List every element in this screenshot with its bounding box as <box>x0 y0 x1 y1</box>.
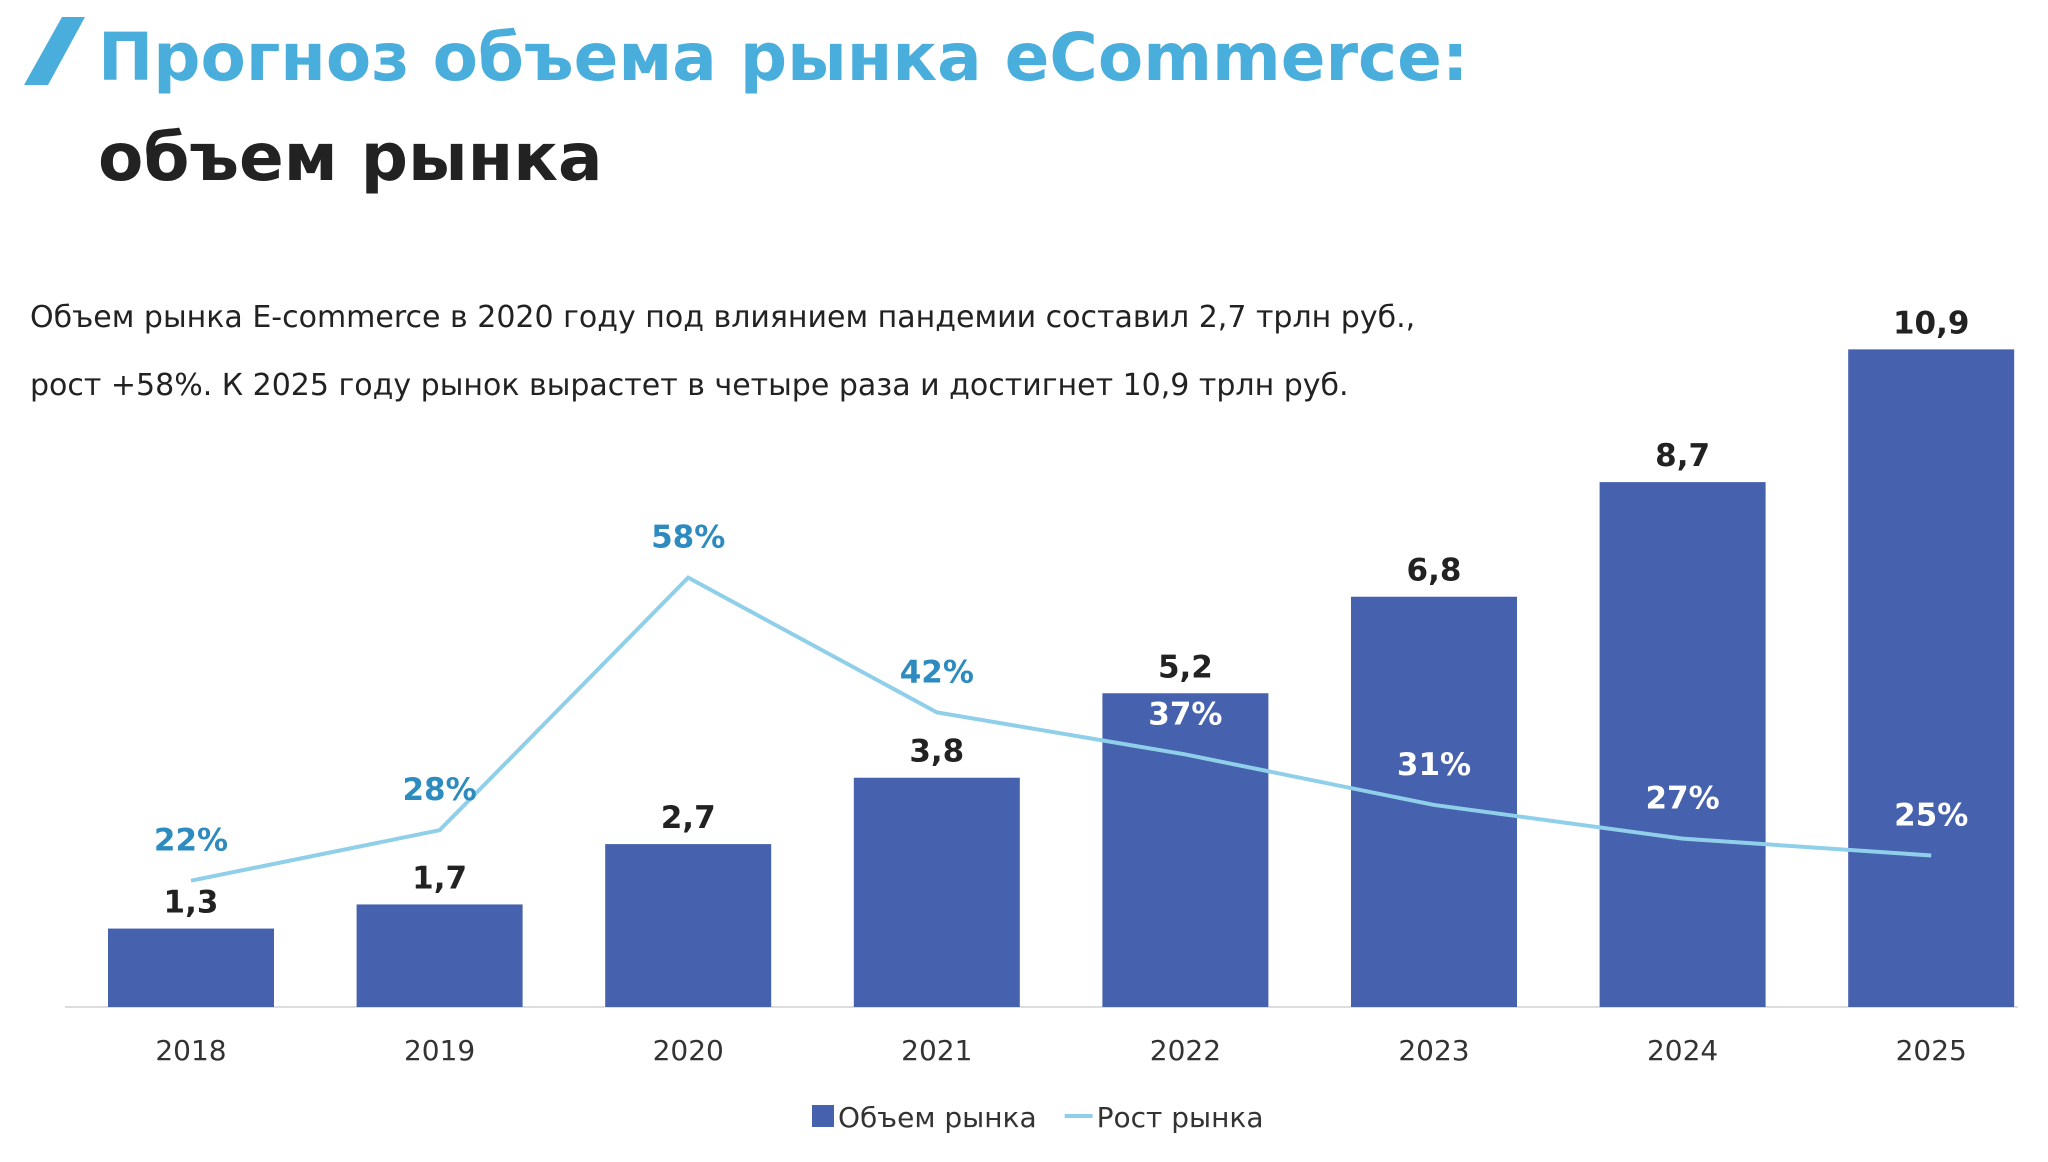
line-value-label: 37% <box>1148 696 1222 732</box>
legend-label: Рост рынка <box>1097 1101 1264 1134</box>
description: Объем рынка E-commerce в 2020 году под в… <box>30 300 1415 335</box>
legend-label: Объем рынка <box>838 1101 1037 1134</box>
line-value-label: 58% <box>651 520 725 556</box>
line-value-label: 42% <box>900 654 974 690</box>
bar <box>853 777 1020 1007</box>
x-tick-label: 2019 <box>404 1034 475 1067</box>
bar <box>1848 349 2015 1007</box>
legend-swatch <box>812 1105 834 1127</box>
bar-value-label: 10,9 <box>1893 305 1970 341</box>
line-value-label: 31% <box>1397 747 1471 783</box>
bar <box>108 928 274 1007</box>
bar-value-label: 5,2 <box>1158 649 1213 685</box>
x-tick-label: 2023 <box>1398 1034 1469 1067</box>
x-tick-label: 2024 <box>1647 1034 1718 1067</box>
bar-value-label: 1,7 <box>412 860 467 896</box>
bar <box>1102 693 1269 1007</box>
x-tick-label: 2021 <box>901 1034 972 1067</box>
bar-value-label: 2,7 <box>661 800 716 836</box>
x-tick-label: 2025 <box>1896 1034 1967 1067</box>
x-tick-label: 2022 <box>1150 1034 1221 1067</box>
legend: Объем рынка Рост рынка <box>812 1101 1264 1134</box>
bar <box>1351 596 1517 1007</box>
line-value-label: 27% <box>1645 781 1719 817</box>
bar-value-label: 1,3 <box>164 885 219 921</box>
x-tick-label: 2020 <box>653 1034 724 1067</box>
bar-value-label: 8,7 <box>1655 438 1710 474</box>
line-value-label: 28% <box>402 772 476 808</box>
title-icon <box>24 17 85 85</box>
chart-subtitle: объем рынка <box>98 119 603 196</box>
line-value-label: 25% <box>1894 797 1968 833</box>
growth-line <box>190 575 1932 883</box>
line-value-label: 22% <box>154 823 228 859</box>
bar <box>356 904 523 1007</box>
bar <box>605 844 772 1007</box>
bar-value-label: 6,8 <box>1407 553 1462 589</box>
chart-title: Прогноз объема рынка eCommerce: <box>98 19 1468 96</box>
description: рост +58%. К 2025 году рынок вырастет в … <box>30 368 1349 403</box>
x-tick-label: 2018 <box>155 1034 226 1067</box>
bar-value-label: 3,8 <box>909 734 964 770</box>
bar <box>1599 482 1766 1008</box>
